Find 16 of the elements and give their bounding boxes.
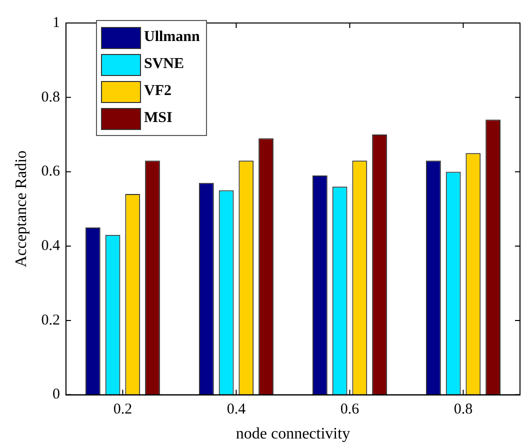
y-tick-label: 0.8 [41, 89, 60, 106]
y-axis-title: Acceptance Radio [12, 150, 30, 268]
y-tick-label: 0 [52, 386, 60, 403]
legend-label: MSI [144, 109, 172, 128]
x-tick-label: 0.4 [226, 402, 246, 418]
x-tick-label: 0.6 [340, 402, 360, 418]
y-tick-label: 0.6 [41, 164, 60, 180]
legend-label: SVNE [144, 55, 184, 74]
legend-label: Ullmann [144, 28, 200, 47]
x-tick-label: 0.2 [113, 402, 132, 418]
legend-label: VF2 [144, 82, 172, 101]
x-axis-title: node connectivity [236, 426, 350, 443]
x-tick-label: 0.8 [454, 402, 473, 418]
y-tick-label: 1 [52, 14, 60, 31]
y-tick-label: 0.4 [41, 238, 60, 254]
y-tick-label: 0.2 [41, 312, 60, 328]
